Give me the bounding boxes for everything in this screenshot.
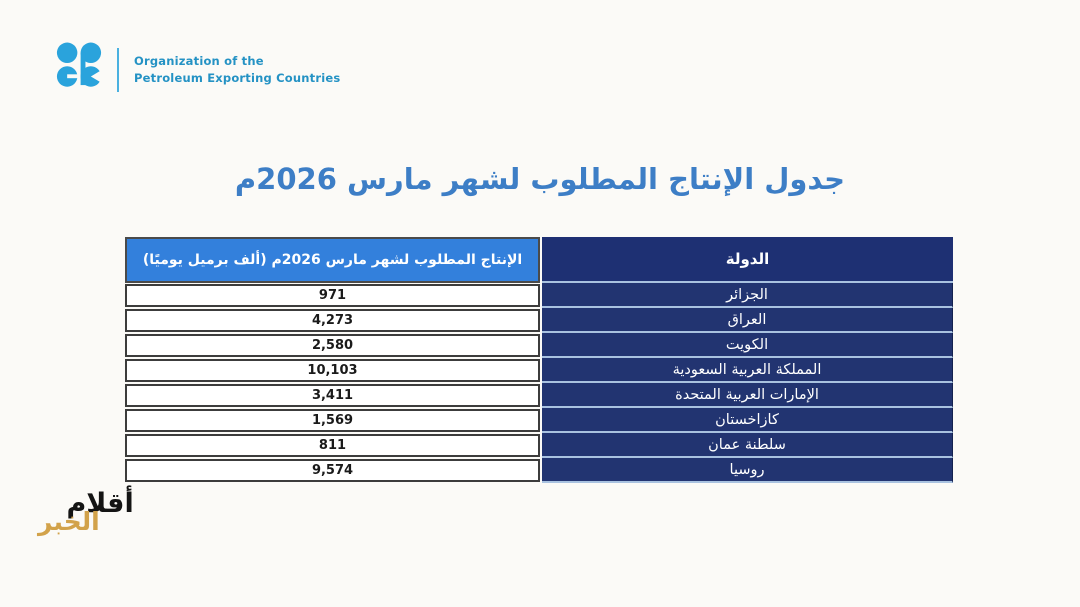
table-row: 971 الجزائر <box>125 283 953 308</box>
watermark-line2: الخبر <box>38 507 101 536</box>
country-name-cell: كازاخستان <box>542 408 953 433</box>
production-value-cell: 811 <box>125 434 540 457</box>
country-name-cell: المملكة العربية السعودية <box>542 358 953 383</box>
table-row: 4,273 العراق <box>125 308 953 333</box>
table-body: 971 الجزائر 4,273 العراق 2,580 الكويت 10… <box>125 283 953 483</box>
logo-divider <box>117 48 119 92</box>
country-name-cell: الجزائر <box>542 283 953 308</box>
opec-logo-text-line1: Organization of the <box>134 54 264 69</box>
country-name-cell: العراق <box>542 308 953 333</box>
country-column-header: الدولة <box>542 237 953 283</box>
production-value-cell: 971 <box>125 284 540 307</box>
table-row: 1,569 كازاخستان <box>125 408 953 433</box>
table-row: 9,574 روسيا <box>125 458 953 483</box>
production-value-cell: 9,574 <box>125 459 540 482</box>
country-name-cell: روسيا <box>542 458 953 483</box>
country-name-cell: الكويت <box>542 333 953 358</box>
opec-logo: Organization of the Petroleum Exporting … <box>56 42 340 98</box>
watermark-line1: أقلام <box>66 488 135 519</box>
production-value-cell: 10,103 <box>125 359 540 382</box>
production-table: الإنتاج المطلوب لشهر مارس 2026م (ألف برم… <box>125 237 953 483</box>
page-title: جدول الإنتاج المطلوب لشهر مارس 2026م <box>234 162 846 196</box>
production-value-cell: 2,580 <box>125 334 540 357</box>
table-header-row: الإنتاج المطلوب لشهر مارس 2026م (ألف برم… <box>125 237 953 283</box>
opec-logo-icon <box>56 42 102 87</box>
table-row: 3,411 الإمارات العربية المتحدة <box>125 383 953 408</box>
country-name-cell: الإمارات العربية المتحدة <box>542 383 953 408</box>
table-row: 811 سلطنة عمان <box>125 433 953 458</box>
aqlam-alkhabar-watermark: أقلام الخبر <box>38 490 158 534</box>
production-column-header: الإنتاج المطلوب لشهر مارس 2026م (ألف برم… <box>125 237 540 283</box>
table-row: 10,103 المملكة العربية السعودية <box>125 358 953 383</box>
country-name-cell: سلطنة عمان <box>542 433 953 458</box>
production-value-cell: 4,273 <box>125 309 540 332</box>
opec-logo-text-line2: Petroleum Exporting Countries <box>134 71 341 85</box>
production-value-cell: 3,411 <box>125 384 540 407</box>
production-value-cell: 1,569 <box>125 409 540 432</box>
opec-logo-text: Organization of the Petroleum Exporting … <box>134 53 340 86</box>
table-row: 2,580 الكويت <box>125 333 953 358</box>
